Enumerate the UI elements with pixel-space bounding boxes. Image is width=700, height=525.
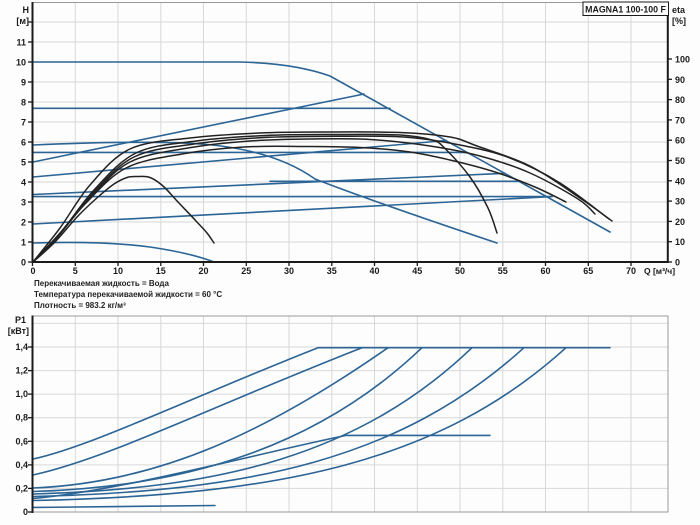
svg-text:50: 50: [675, 156, 685, 166]
svg-text:1,4: 1,4: [15, 342, 28, 352]
svg-text:1,2: 1,2: [15, 366, 28, 376]
svg-text:0: 0: [675, 258, 680, 268]
svg-text:0,8: 0,8: [15, 413, 28, 423]
svg-text:90: 90: [675, 75, 685, 85]
svg-text:5: 5: [73, 266, 78, 276]
svg-text:60: 60: [675, 136, 685, 146]
svg-text:[%]: [%]: [672, 16, 686, 26]
svg-text:20: 20: [675, 217, 685, 227]
svg-text:30: 30: [675, 197, 685, 207]
svg-text:0: 0: [23, 507, 28, 517]
svg-text:35: 35: [327, 266, 337, 276]
svg-text:Перекачиваемая жидкость = Вода: Перекачиваемая жидкость = Вода: [34, 279, 169, 288]
svg-text:1,0: 1,0: [15, 389, 28, 399]
svg-text:H: H: [23, 5, 30, 15]
svg-text:100: 100: [675, 55, 690, 65]
svg-text:9: 9: [21, 78, 26, 88]
svg-text:Температура перекачиваемой жид: Температура перекачиваемой жидкости = 60…: [34, 290, 222, 299]
svg-text:eta: eta: [672, 5, 686, 15]
svg-text:1: 1: [21, 238, 26, 248]
svg-text:[м]: [м]: [16, 16, 29, 26]
svg-text:4: 4: [21, 178, 26, 188]
svg-text:0,4: 0,4: [15, 460, 28, 470]
svg-text:P1: P1: [15, 315, 26, 325]
svg-text:65: 65: [583, 266, 593, 276]
svg-text:7: 7: [21, 118, 26, 128]
svg-text:70: 70: [626, 266, 636, 276]
svg-text:0: 0: [30, 266, 35, 276]
svg-text:15: 15: [156, 266, 166, 276]
svg-text:Плотность = 983.2 кг/м³: Плотность = 983.2 кг/м³: [34, 301, 126, 310]
svg-text:Q [м³/ч]: Q [м³/ч]: [644, 266, 675, 276]
svg-text:40: 40: [675, 176, 685, 186]
svg-text:10: 10: [16, 58, 26, 68]
svg-text:30: 30: [284, 266, 294, 276]
svg-text:0: 0: [21, 258, 26, 268]
svg-text:0,6: 0,6: [15, 436, 28, 446]
svg-text:20: 20: [198, 266, 208, 276]
svg-text:70: 70: [675, 115, 685, 125]
svg-text:0,2: 0,2: [15, 483, 28, 493]
svg-text:10: 10: [675, 237, 685, 247]
svg-text:3: 3: [21, 198, 26, 208]
svg-text:40: 40: [369, 266, 379, 276]
svg-text:11: 11: [16, 38, 26, 48]
svg-text:10: 10: [113, 266, 123, 276]
svg-text:5: 5: [21, 158, 26, 168]
svg-text:2: 2: [21, 218, 26, 228]
svg-text:25: 25: [241, 266, 251, 276]
svg-text:8: 8: [21, 98, 26, 108]
svg-text:60: 60: [540, 266, 550, 276]
svg-text:55: 55: [498, 266, 508, 276]
svg-text:80: 80: [675, 95, 685, 105]
svg-text:[кВт]: [кВт]: [8, 326, 29, 336]
svg-text:MAGNA1 100-100 F: MAGNA1 100-100 F: [585, 5, 666, 15]
svg-text:50: 50: [455, 266, 465, 276]
svg-text:6: 6: [21, 138, 26, 148]
svg-text:45: 45: [412, 266, 422, 276]
